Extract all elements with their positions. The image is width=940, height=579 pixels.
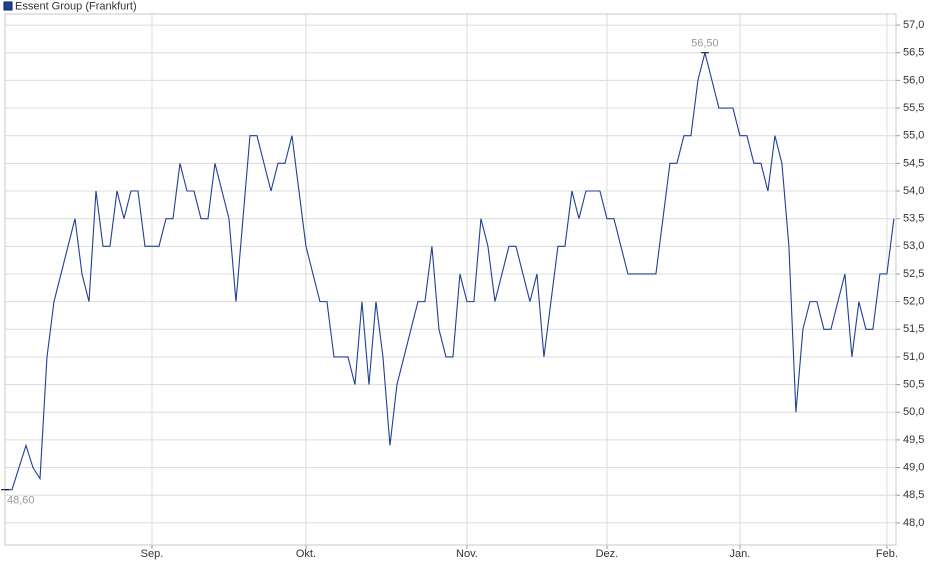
y-tick-label: 48,0 [903, 517, 924, 529]
y-tick-label: 56,5 [903, 47, 924, 59]
x-tick-label: Dez. [596, 548, 619, 560]
legend-swatch [3, 1, 13, 11]
x-tick-label: Feb. [876, 548, 898, 560]
y-tick-label: 56,0 [903, 74, 924, 86]
x-tick-label: Jan. [730, 548, 751, 560]
y-tick-label: 55,5 [903, 102, 924, 114]
y-tick-label: 49,5 [903, 434, 924, 446]
y-tick-label: 54,5 [903, 157, 924, 169]
y-tick-label: 48,5 [903, 489, 924, 501]
y-tick-label: 51,5 [903, 323, 924, 335]
y-tick-label: 52,5 [903, 268, 924, 280]
plot-frame [4, 13, 897, 546]
y-tick-label: 50,0 [903, 406, 924, 418]
y-tick-label: 51,0 [903, 351, 924, 363]
x-tick-label: Okt. [296, 548, 316, 560]
annotation: 56,50 [691, 38, 719, 50]
y-tick-label: 54,0 [903, 185, 924, 197]
y-tick-label: 52,0 [903, 296, 924, 308]
y-tick-label: 53,5 [903, 213, 924, 225]
price-line [5, 52, 895, 491]
x-tick-label: Nov. [456, 548, 478, 560]
y-tick-label: 49,0 [903, 461, 924, 473]
y-tick-label: 55,0 [903, 130, 924, 142]
y-tick-label: 57,0 [903, 19, 924, 31]
x-tick-label: Sep. [141, 548, 164, 560]
y-tick-label: 50,5 [903, 379, 924, 391]
legend-label: Essent Group (Frankfurt) [15, 0, 137, 12]
annotation: 48,60 [7, 495, 35, 507]
y-tick-label: 53,0 [903, 240, 924, 252]
